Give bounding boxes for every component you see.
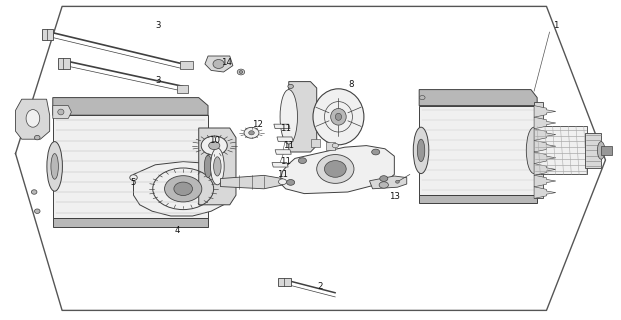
Polygon shape [279, 146, 394, 194]
Polygon shape [534, 152, 556, 164]
Ellipse shape [396, 180, 399, 183]
Ellipse shape [244, 127, 259, 138]
Polygon shape [534, 117, 556, 129]
Polygon shape [53, 98, 208, 115]
Text: 5: 5 [131, 178, 136, 187]
Text: 11: 11 [277, 170, 288, 179]
Polygon shape [177, 85, 188, 93]
Polygon shape [585, 133, 601, 168]
Polygon shape [274, 124, 290, 129]
Polygon shape [53, 115, 208, 218]
Ellipse shape [201, 141, 216, 191]
Ellipse shape [417, 139, 425, 162]
Ellipse shape [325, 161, 347, 177]
Ellipse shape [174, 182, 193, 196]
Text: 14: 14 [221, 58, 232, 67]
Text: 1: 1 [553, 21, 558, 30]
Text: 11: 11 [280, 124, 291, 132]
Ellipse shape [214, 157, 221, 176]
Text: 11: 11 [280, 157, 291, 166]
Ellipse shape [379, 182, 389, 188]
Ellipse shape [211, 148, 224, 185]
Polygon shape [534, 126, 587, 174]
Ellipse shape [526, 127, 542, 173]
Ellipse shape [58, 109, 64, 115]
Polygon shape [534, 102, 543, 198]
Ellipse shape [26, 109, 40, 127]
Polygon shape [134, 162, 233, 216]
Polygon shape [310, 139, 320, 147]
Ellipse shape [371, 149, 380, 155]
Ellipse shape [130, 175, 137, 180]
Polygon shape [419, 90, 537, 106]
Ellipse shape [31, 190, 37, 194]
Ellipse shape [213, 60, 224, 68]
Polygon shape [419, 195, 537, 203]
Ellipse shape [239, 71, 243, 74]
Ellipse shape [286, 180, 295, 185]
Ellipse shape [313, 89, 364, 145]
Ellipse shape [35, 209, 40, 213]
Ellipse shape [209, 141, 220, 150]
Ellipse shape [420, 95, 425, 100]
Text: 8: 8 [348, 80, 353, 89]
Polygon shape [42, 29, 53, 40]
Polygon shape [180, 61, 193, 69]
Polygon shape [277, 137, 293, 141]
Ellipse shape [248, 131, 255, 135]
Polygon shape [534, 129, 556, 140]
Ellipse shape [414, 127, 429, 173]
Ellipse shape [380, 176, 388, 181]
Ellipse shape [335, 113, 342, 120]
Ellipse shape [204, 155, 212, 178]
Ellipse shape [280, 90, 297, 144]
Text: 13: 13 [389, 192, 400, 201]
Polygon shape [369, 176, 407, 189]
Polygon shape [419, 106, 537, 195]
Polygon shape [534, 106, 556, 117]
Ellipse shape [597, 141, 605, 159]
Polygon shape [326, 142, 335, 150]
Text: 3: 3 [156, 76, 161, 84]
Polygon shape [275, 150, 291, 154]
Polygon shape [53, 218, 208, 227]
Polygon shape [601, 146, 612, 155]
Text: 12: 12 [252, 120, 263, 129]
Polygon shape [534, 187, 556, 198]
Polygon shape [534, 175, 556, 187]
Polygon shape [53, 106, 71, 118]
Polygon shape [272, 163, 288, 167]
Ellipse shape [278, 179, 286, 185]
Polygon shape [220, 175, 283, 189]
Ellipse shape [332, 143, 338, 148]
Text: 3: 3 [156, 21, 161, 30]
Text: 2: 2 [317, 282, 322, 291]
Ellipse shape [299, 158, 307, 164]
Ellipse shape [51, 154, 58, 179]
Polygon shape [205, 56, 233, 72]
Ellipse shape [288, 84, 294, 89]
Polygon shape [16, 99, 50, 139]
Ellipse shape [201, 136, 227, 155]
Ellipse shape [165, 176, 202, 202]
Polygon shape [534, 164, 556, 175]
Polygon shape [58, 58, 70, 69]
Ellipse shape [47, 141, 62, 191]
Polygon shape [278, 278, 291, 286]
Ellipse shape [237, 69, 245, 75]
Ellipse shape [331, 108, 347, 125]
Ellipse shape [35, 135, 40, 140]
Text: 10: 10 [209, 136, 220, 145]
Text: 4: 4 [175, 226, 179, 235]
Polygon shape [289, 82, 317, 152]
Ellipse shape [317, 155, 354, 183]
Text: 11: 11 [283, 141, 294, 150]
Polygon shape [534, 140, 556, 152]
Polygon shape [199, 128, 236, 205]
